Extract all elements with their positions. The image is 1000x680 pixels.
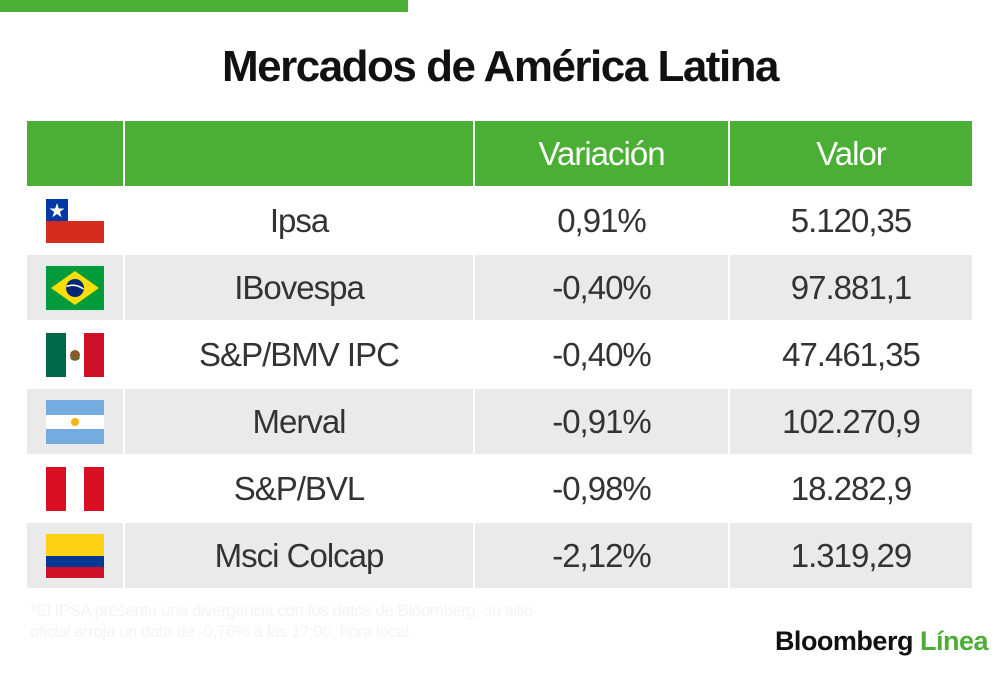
chile-flag-icon [46,198,104,243]
flag-cell [27,389,123,454]
index-value: 97.881,1 [730,255,972,320]
flag-cell [27,523,123,588]
variation-value: -0,98% [475,456,728,521]
brand-logo: Bloomberg Línea [774,626,989,657]
argentina-flag-icon [46,399,104,444]
index-value: 1.319,29 [730,523,972,588]
index-name: S&P/BMV IPC [125,322,473,387]
header-cell-value: Valor [730,121,972,186]
variation-value: -0,40% [475,255,728,320]
header-cell-variation: Variación [475,121,728,186]
mexico-flag-icon [46,332,104,377]
index-name: Merval [125,389,473,454]
colombia-flag-icon [46,533,104,578]
variation-value: 0,91% [475,188,728,253]
header-cell-index [125,121,473,186]
index-value: 47.461,35 [730,322,972,387]
brand-name-part1: Bloomberg [774,626,914,656]
footnote: *El IPSA presenta una divergencia con lo… [30,601,533,641]
flag-cell [27,255,123,320]
peru-flag-icon [46,466,104,511]
index-value: 18.282,9 [730,456,972,521]
flag-cell [27,322,123,387]
variation-value: -0,40% [475,322,728,387]
index-name: Ipsa [125,188,473,253]
markets-table: Variación Valor Ipsa 0,91% 5.120,35 IBov [27,121,972,588]
index-name: S&P/BVL [125,456,473,521]
brazil-flag-icon [46,265,104,310]
page-title: Mercados de América Latina [221,42,780,91]
header-cell-flag [27,121,123,186]
top-accent-bar [0,0,408,12]
brand-name-part2: Línea [919,626,989,656]
variation-value: -2,12% [475,523,728,588]
index-value: 102.270,9 [730,389,972,454]
flag-cell [27,456,123,521]
variation-value: -0,91% [475,389,728,454]
flag-cell [27,188,123,253]
index-value: 5.120,35 [730,188,972,253]
index-name: IBovespa [125,255,473,320]
index-name: Msci Colcap [125,523,473,588]
